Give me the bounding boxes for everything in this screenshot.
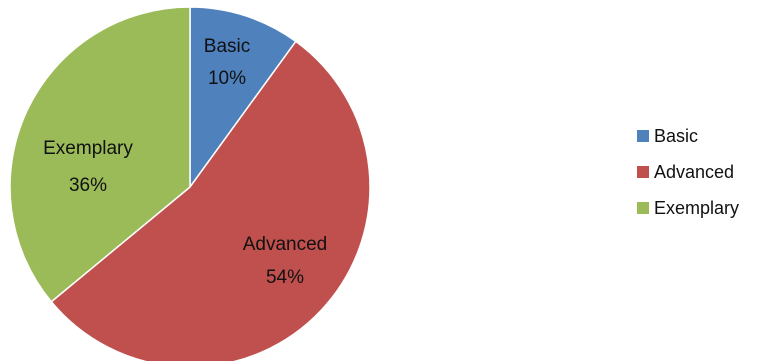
slice-label-advanced: Advanced — [243, 234, 328, 255]
slice-percent-basic: 10% — [208, 68, 246, 89]
slice-label-exemplary: Exemplary — [43, 138, 133, 159]
slice-labels: Basic 10% Advanced 54% Exemplary 36% — [43, 36, 327, 288]
pie-slice-exemplary — [9, 6, 191, 303]
legend-label-advanced: Advanced — [654, 162, 734, 182]
slice-percent-exemplary: 36% — [69, 175, 107, 196]
pie-slice-advanced — [50, 40, 371, 361]
legend-swatch-exemplary — [637, 202, 649, 214]
legend-swatch-advanced — [637, 166, 649, 178]
slice-label-basic: Basic — [204, 36, 250, 57]
slice-percent-advanced: 54% — [266, 267, 304, 288]
pie-slices — [9, 6, 371, 361]
chart-legend: Basic Advanced Exemplary — [637, 126, 739, 218]
legend-label-exemplary: Exemplary — [654, 198, 739, 218]
pie-slice-basic — [189, 6, 297, 190]
legend-swatch-basic — [637, 130, 649, 142]
legend-label-basic: Basic — [654, 126, 698, 146]
